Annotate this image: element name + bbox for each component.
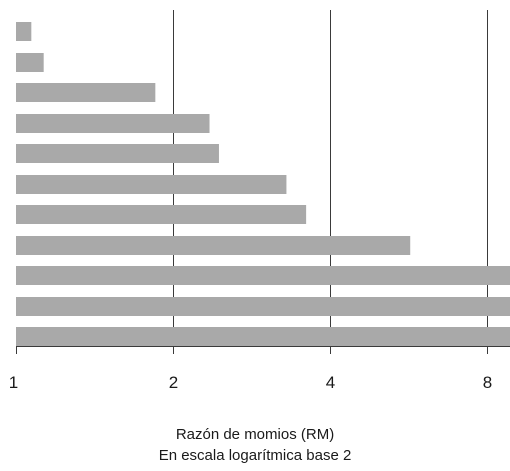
x-tick-label: 2 [169, 373, 178, 392]
x-axis-subtitle: En escala logarítmica base 2 [158, 447, 352, 464]
x-axis-title: Razón de momios (RM) [175, 426, 335, 443]
odds-ratio-bar-chart: 1 2 4 8 [9, 10, 510, 392]
bar [16, 297, 510, 316]
bar [16, 114, 210, 133]
bar [16, 205, 307, 224]
bar [16, 327, 510, 346]
bar [16, 144, 219, 163]
bar [16, 22, 32, 41]
x-tick-label: 1 [9, 373, 18, 392]
bar [16, 175, 287, 194]
x-tick-label: 4 [326, 373, 335, 392]
bar [16, 236, 411, 255]
x-tick-label: 8 [483, 373, 492, 392]
bar [16, 83, 156, 102]
bar [16, 266, 510, 285]
x-ticks: 1 2 4 8 [9, 346, 492, 392]
bar [16, 53, 44, 72]
bars [16, 22, 510, 346]
